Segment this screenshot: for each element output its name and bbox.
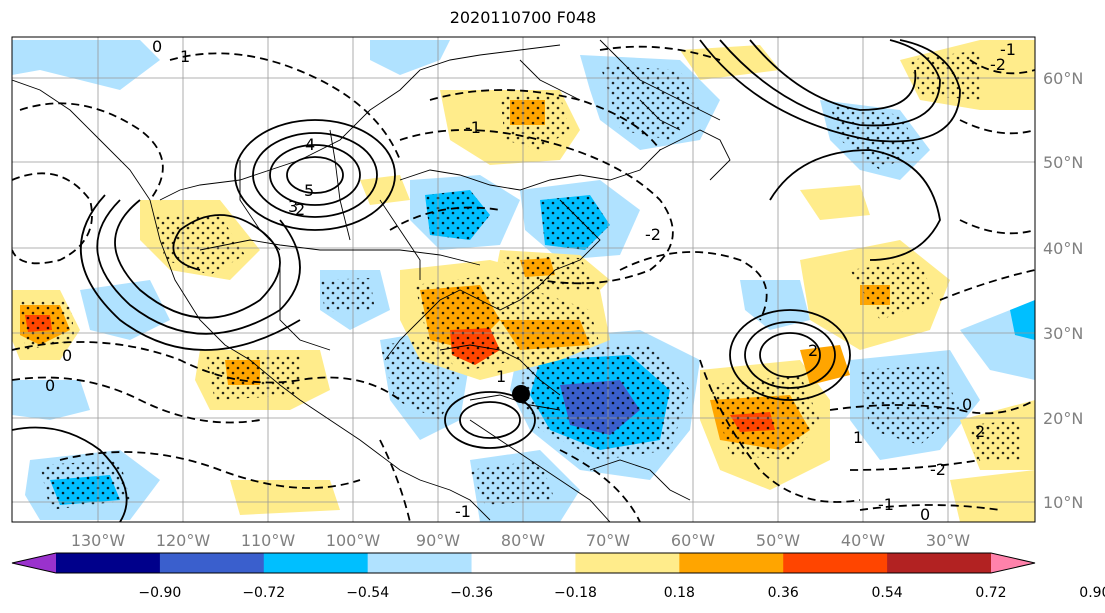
contour-label: -2 [990, 55, 1006, 74]
map-title: 2020110700 F048 [449, 8, 597, 27]
contour-label: 0 [920, 505, 930, 524]
colorbar-segment [56, 553, 161, 573]
coastlines [12, 39, 731, 522]
colorbar-tick-label: −0.72 [242, 585, 285, 601]
lat-label: 20°N [1043, 409, 1083, 428]
latitude-labels: 60°N 50°N 40°N 30°N 20°N 10°N [1043, 69, 1083, 512]
contour-label: 1 [853, 428, 863, 447]
lat-label: 60°N [1043, 69, 1083, 88]
colorbar-tick-label: −0.36 [450, 585, 493, 601]
lon-label: 110°W [241, 531, 296, 550]
contour-label: -2 [645, 225, 661, 244]
storm-center-marker [512, 385, 530, 403]
colorbar-tick-label: 0.18 [664, 585, 695, 601]
shaded-field [12, 40, 1035, 522]
contour-label: 0 [962, 395, 972, 414]
lon-label: 60°W [671, 531, 715, 550]
lon-label: 80°W [501, 531, 545, 550]
lon-label: 100°W [326, 531, 381, 550]
lon-label: 30°W [926, 531, 970, 550]
longitude-labels: 130°W 120°W 110°W 100°W 90°W 80°W 70°W 6… [71, 531, 970, 550]
contour-label: 0 [45, 376, 55, 395]
map-frame [11, 36, 1036, 523]
contour-label: 4 [305, 135, 315, 154]
colorbar-segment [263, 553, 369, 573]
contour-labels: 0 1 2 3 4 5 0 1 2 -1 -2 0 -2 -1 0 1 2 -1… [45, 37, 1016, 524]
colorbar-tick-label: 0.72 [975, 585, 1006, 601]
contour-label: 0 [152, 37, 162, 56]
lon-label: 90°W [416, 531, 460, 550]
contour-label: 5 [304, 181, 314, 200]
colorbar-segment [887, 553, 992, 573]
colorbar-extend-low [12, 553, 56, 573]
contour-label: 2 [808, 341, 818, 360]
colorbar-tick-label: 0.90 [1079, 585, 1105, 601]
lon-label: 120°W [156, 531, 211, 550]
lat-label: 10°N [1043, 493, 1083, 512]
negative-contours [12, 45, 1035, 522]
colorbar-segment [159, 553, 265, 573]
contour-label: 1 [180, 47, 190, 66]
contour-label: -1 [465, 118, 481, 137]
colorbar-tick-label: −0.18 [554, 585, 597, 601]
contour-label: -2 [930, 460, 946, 479]
contour-label: 3 [288, 197, 298, 216]
lon-label: 50°W [756, 531, 800, 550]
lon-label: 40°W [841, 531, 885, 550]
colorbar-tick-label: −0.54 [346, 585, 389, 601]
lat-label: 40°N [1043, 239, 1083, 258]
contour-label: 1 [496, 367, 506, 386]
colorbar-segment [367, 553, 473, 573]
contour-label: -1 [878, 495, 894, 514]
contour-label: -1 [455, 502, 471, 521]
lat-label: 30°N [1043, 324, 1083, 343]
contour-label: 2 [295, 200, 305, 219]
contour-label: -1 [1000, 40, 1016, 59]
colorbar-outline [11, 552, 1036, 574]
graticule [12, 37, 1035, 522]
lon-label: 130°W [71, 531, 126, 550]
colorbar-segment [575, 553, 680, 573]
lat-label: 50°N [1043, 153, 1083, 172]
colorbar-segment [679, 553, 784, 573]
colorbar-extend-high [991, 553, 1035, 573]
contour-label: 0 [62, 346, 72, 365]
colorbar: −0.90 −0.72 −0.54 −0.36 −0.18 0.18 0.36 0.54 0.7… [11, 552, 1105, 601]
contour-label: 2 [975, 422, 985, 441]
colorbar-segment [471, 553, 576, 573]
positive-contours [12, 39, 961, 522]
colorbar-segment [783, 553, 888, 573]
lon-label: 70°W [586, 531, 630, 550]
colorbar-tick-label: 0.54 [872, 585, 903, 601]
colorbar-tick-label: −0.90 [138, 585, 181, 601]
colorbar-tick-label: 0.36 [768, 585, 799, 601]
